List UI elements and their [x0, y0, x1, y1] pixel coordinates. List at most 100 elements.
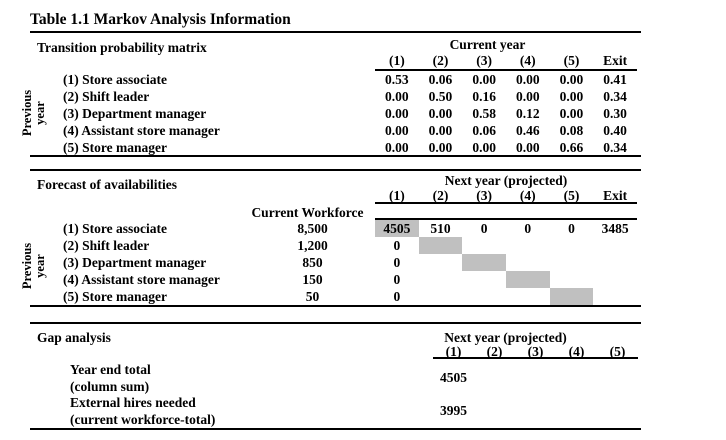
- forecast-cell: [462, 271, 506, 288]
- forecast-cell: [462, 237, 506, 254]
- column-header: (4): [519, 53, 536, 68]
- forecast-column-headers: (1) (2) (3) (4) (5) Exit: [375, 188, 637, 204]
- matrix-cell: 0.41: [603, 72, 627, 87]
- matrix-cell: 0.06: [428, 72, 453, 87]
- page-title: Table 1.1 Markov Analysis Information: [30, 11, 291, 28]
- matrix-cell: 0.00: [385, 140, 409, 155]
- matrix-cell: 0.53: [385, 72, 409, 87]
- forecast-cell: [550, 237, 594, 254]
- gap-value: 4505: [440, 370, 467, 385]
- forecast-bottom-rule: [30, 305, 641, 307]
- matrix-cell: 0.66: [559, 140, 584, 155]
- table-row: (5) Store manager 50 0: [30, 288, 637, 305]
- column-header: (5): [563, 188, 580, 203]
- forecast-section-label: Forecast of availabilities: [37, 177, 177, 192]
- row-label: (4) Assistant store manager: [63, 123, 220, 138]
- forecast-cell: 0: [568, 221, 575, 236]
- matrix-cell: 0.00: [559, 106, 584, 121]
- matrix-cell: 0.00: [515, 140, 540, 155]
- column-header: (1): [388, 188, 405, 203]
- gap-bottom-rule: [30, 428, 641, 430]
- row-label: (5) Store manager: [63, 289, 167, 304]
- matrix-cell: 0.34: [603, 89, 627, 104]
- table-row: (2) Shift leader 1,200 0: [30, 237, 637, 254]
- forecast-cell: [462, 288, 506, 305]
- gap-top-rule: [30, 322, 641, 324]
- column-header: (5): [609, 344, 626, 359]
- matrix-cell: 0.34: [603, 140, 627, 155]
- column-header: (1): [445, 344, 462, 359]
- gap-row-label: External hires needed: [70, 395, 196, 410]
- row-label: (1) Store associate: [63, 221, 167, 236]
- matrix-cell: 0.46: [515, 123, 540, 138]
- forecast-rows: (1) Store associate 8,500 4505 510 0 0 0…: [30, 220, 637, 305]
- next-year-group-header: Next year (projected): [444, 330, 567, 345]
- workforce-cell: 8,500: [297, 221, 328, 236]
- table-row: (2) Shift leader 0.00 0.50 0.16 0.00 0.0…: [30, 88, 637, 105]
- table-row: (1) Store associate 0.53 0.06 0.00 0.00 …: [30, 71, 637, 88]
- table-row: (3) Department manager 0.00 0.00 0.58 0.…: [30, 105, 637, 122]
- column-header: (3): [476, 53, 493, 68]
- matrix-cell: 0.12: [515, 106, 540, 121]
- column-header: (3): [527, 344, 544, 359]
- forecast-cell: [593, 237, 637, 254]
- column-header: (4): [568, 344, 585, 359]
- forecast-cell: 510: [430, 221, 451, 236]
- matrix-cell: 0.16: [472, 89, 496, 104]
- workforce-cell: 50: [305, 289, 320, 304]
- matrix-cell: 0.30: [603, 106, 627, 121]
- row-label: (2) Shift leader: [63, 238, 150, 253]
- forecast-cell: 0: [393, 238, 401, 253]
- matrix-cell: 0.00: [559, 72, 584, 87]
- table-row: (4) Assistant store manager 0.00 0.00 0.…: [30, 122, 637, 139]
- column-header: (4): [519, 188, 536, 203]
- matrix-cell: 0.08: [559, 123, 584, 138]
- gap-column-headers: (1) (2) (3) (4) (5): [433, 344, 638, 360]
- gap-row-sublabel: (column sum): [70, 379, 150, 394]
- row-label: (2) Shift leader: [63, 89, 150, 104]
- forecast-cell-highlighted: [418, 237, 463, 254]
- forecast-cell-highlighted: [462, 254, 506, 271]
- forecast-cell: [550, 271, 594, 288]
- matrix-cell: 0.50: [428, 89, 453, 104]
- forecast-cell: [593, 254, 637, 271]
- forecast-cell: 0: [524, 221, 532, 236]
- matrix-cell: 0.00: [559, 89, 584, 104]
- forecast-cell: 3485: [601, 221, 629, 236]
- transition-header-rule: [375, 69, 637, 71]
- forecast-top-rule: [30, 169, 641, 171]
- column-header: (5): [563, 53, 580, 68]
- matrix-cell: 0.00: [385, 89, 409, 104]
- matrix-cell: 0.00: [515, 89, 540, 104]
- forecast-cell: [506, 254, 550, 271]
- matrix-cell: 0.00: [428, 106, 453, 121]
- transition-column-headers: (1) (2) (3) (4) (5) Exit: [375, 53, 637, 69]
- matrix-cell: 0.00: [428, 123, 453, 138]
- forecast-cell: [506, 288, 550, 305]
- column-header: (3): [476, 188, 493, 203]
- column-header: (2): [432, 53, 449, 68]
- matrix-cell: 0.00: [472, 72, 496, 87]
- next-year-group-header: Next year (projected): [444, 173, 568, 188]
- workforce-cell: 1,200: [297, 238, 328, 253]
- column-header: (2): [486, 344, 503, 359]
- matrix-cell: 0.00: [385, 123, 409, 138]
- row-label: (3) Department manager: [63, 255, 207, 270]
- gap-row-label: Year end total: [70, 362, 151, 377]
- gap-row-sublabel: (current workforce-total): [70, 412, 216, 427]
- forecast-cell: [419, 271, 463, 288]
- forecast-cell-highlighted: [549, 288, 594, 305]
- matrix-cell: 0.00: [385, 106, 409, 121]
- transition-matrix-rows: (1) Store associate 0.53 0.06 0.00 0.00 …: [30, 71, 637, 156]
- matrix-cell: 0.00: [515, 72, 540, 87]
- transition-bottom-rule: [30, 155, 641, 157]
- matrix-cell: 0.00: [428, 140, 453, 155]
- matrix-cell: 0.40: [603, 123, 627, 138]
- forecast-cell: [593, 288, 637, 305]
- gap-section-label: Gap analysis: [37, 330, 111, 345]
- matrix-cell: 0.06: [472, 123, 496, 138]
- current-workforce-header: Current Workforce: [251, 205, 364, 220]
- column-header: (2): [432, 188, 449, 203]
- table-row: (4) Assistant store manager 150 0: [30, 271, 637, 288]
